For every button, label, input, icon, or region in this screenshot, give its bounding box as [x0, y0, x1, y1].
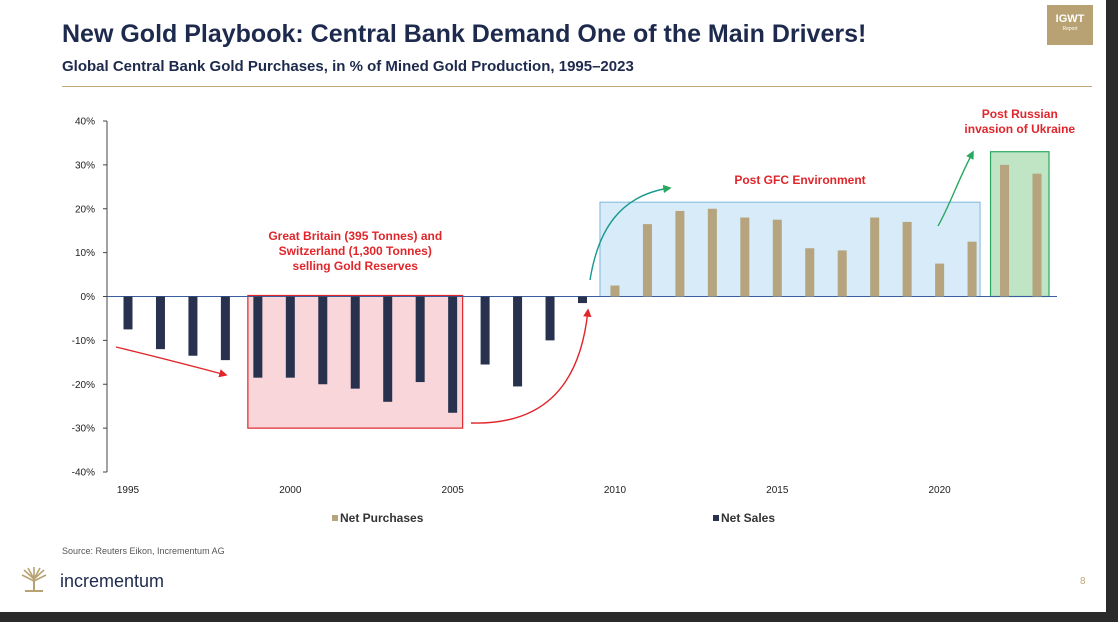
annotation-post-ukraine: invasion of Ukraine — [964, 122, 1075, 136]
incrementum-tree-icon — [21, 567, 47, 592]
bar-net-sales — [480, 296, 490, 365]
bar-net-sales — [513, 296, 523, 387]
y-tick-label: -20% — [72, 380, 95, 391]
bar-net-purchases — [935, 263, 945, 297]
bar-net-sales — [415, 296, 425, 383]
arrow-turnaround — [470, 308, 592, 424]
bar-net-purchases — [870, 217, 880, 297]
x-tick-label: 2005 — [442, 485, 465, 496]
page-subtitle: Global Central Bank Gold Purchases, in %… — [62, 58, 634, 75]
annotation-post-gfc: Post GFC Environment — [734, 173, 865, 187]
source-note: Source: Reuters Eikon, Incrementum AG — [62, 546, 225, 556]
legend-label-net-purchases: Net Purchases — [340, 511, 424, 525]
x-tick-label: 2000 — [279, 485, 302, 496]
bar-net-sales — [123, 296, 133, 330]
bar-net-purchases — [740, 217, 750, 297]
x-tick-label: 2010 — [604, 485, 627, 496]
arrow-post-ukraine — [937, 150, 974, 227]
bar-net-sales — [448, 296, 458, 413]
bar-net-purchases — [610, 285, 620, 297]
bar-net-purchases — [967, 241, 977, 297]
bar-net-sales — [253, 296, 263, 378]
bar-net-sales — [188, 296, 198, 356]
y-tick-label: -30% — [72, 424, 95, 435]
bar-net-purchases — [707, 208, 717, 297]
x-tick-label: 1995 — [117, 485, 140, 496]
bar-net-sales — [285, 296, 295, 378]
bar-net-sales — [155, 296, 165, 350]
bar-net-sales — [578, 296, 587, 304]
title-divider — [62, 86, 1092, 87]
slide: New Gold Playbook: Central Bank Demand O… — [0, 0, 1106, 612]
y-tick-label: 20% — [75, 204, 95, 215]
bar-net-sales — [220, 296, 230, 361]
bar-net-purchases — [805, 248, 815, 297]
bar-net-sales — [350, 296, 360, 389]
arrow-early-sales — [115, 346, 228, 378]
y-tick-label: 0% — [81, 292, 96, 303]
legend-swatch-net-sales — [713, 515, 719, 521]
legend-label-net-sales: Net Sales — [721, 511, 775, 525]
igwt-report-logo: IGWT Report — [1047, 5, 1093, 45]
page-title: New Gold Playbook: Central Bank Demand O… — [62, 20, 867, 48]
x-tick-label: 2015 — [766, 485, 789, 496]
bar-net-sales — [383, 296, 393, 402]
y-tick-label: 30% — [75, 160, 95, 171]
bar-net-purchases — [902, 221, 912, 297]
bar-net-sales — [318, 296, 328, 385]
annotation-selling-reserves: selling Gold Reserves — [293, 259, 419, 273]
bar-net-purchases — [642, 224, 652, 297]
bar-net-purchases — [1000, 164, 1010, 297]
arrow-post-gfc — [589, 184, 672, 281]
annotation-selling-reserves: Switzerland (1,300 Tonnes) — [279, 244, 432, 258]
bar-chart: 40% 30% 20% 10% 0% -10% -20% -30% -40% 1995 2000 20… — [72, 107, 1076, 525]
y-tick-label: 10% — [75, 248, 95, 259]
bar-net-purchases — [772, 219, 782, 297]
highlight-box-post-gfc — [599, 201, 981, 297]
bar-net-sales — [545, 296, 555, 341]
y-tick-label: 40% — [75, 117, 95, 128]
bar-net-purchases — [1032, 173, 1042, 297]
x-tick-label: 2020 — [928, 485, 951, 496]
brand-name: incrementum — [60, 571, 165, 591]
legend-swatch-net-purchases — [332, 515, 338, 521]
page-number: 8 — [1080, 576, 1086, 587]
badge-sub-text: Report — [1062, 26, 1078, 32]
annotation-post-ukraine: Post Russian — [982, 107, 1058, 121]
bar-net-purchases — [675, 210, 685, 297]
y-tick-label: -10% — [72, 336, 95, 347]
annotation-selling-reserves: Great Britain (395 Tonnes) and — [268, 229, 442, 243]
bar-net-purchases — [837, 250, 847, 297]
y-tick-label: -40% — [72, 468, 95, 479]
badge-main-text: IGWT — [1055, 13, 1085, 25]
